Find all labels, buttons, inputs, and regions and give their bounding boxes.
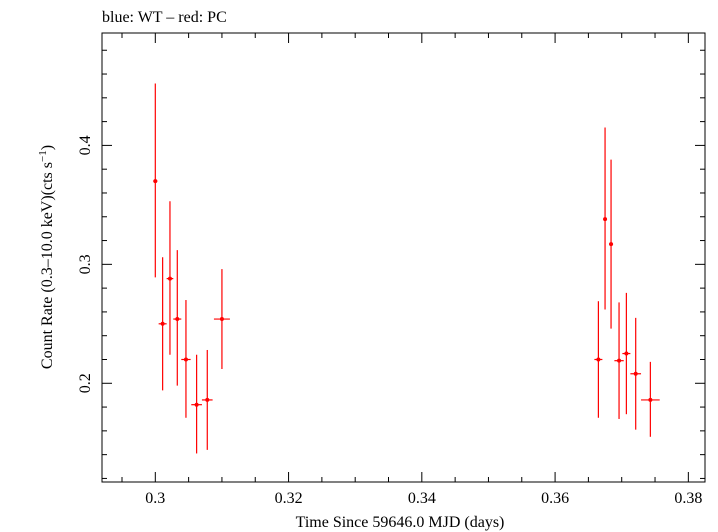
x-tick-label: 0.38 (674, 490, 702, 507)
point-marker (183, 357, 188, 362)
x-axis-label: Time Since 59646.0 MJD (days) (296, 514, 505, 531)
axis-tick-labels: 0.3 0.32 0.34 0.36 0.38 0.2 0.3 0.4 (77, 135, 702, 507)
data-point (622, 292, 631, 415)
data-point (201, 349, 213, 450)
data-point (603, 127, 608, 310)
axis-ticks (102, 33, 705, 482)
data-point (609, 159, 614, 329)
data-point (630, 317, 642, 430)
y-axis-label: Count Rate (0.3–10.0 keV)(cts s−1) (37, 145, 56, 369)
point-marker (219, 317, 224, 322)
y-axis-label-main: Count Rate (0.3–10.0 keV)(cts s (39, 162, 56, 369)
data-points (153, 83, 660, 454)
data-point (166, 201, 174, 355)
point-marker (624, 351, 629, 356)
point-marker (633, 371, 638, 376)
data-point (158, 257, 167, 391)
data-point (191, 354, 202, 454)
x-tick-label: 0.34 (408, 490, 436, 507)
y-tick-label: 0.2 (77, 373, 94, 393)
x-tick-label: 0.32 (275, 490, 303, 507)
data-point (173, 250, 182, 386)
point-marker (648, 397, 653, 402)
point-marker (596, 357, 601, 362)
x-tick-label: 0.3 (145, 490, 165, 507)
chart-title: blue: WT – red: PC (102, 9, 227, 26)
point-marker (194, 402, 199, 407)
point-marker (205, 397, 210, 402)
point-marker (160, 321, 165, 326)
data-point (213, 269, 230, 370)
data-point (614, 302, 624, 419)
y-axis-label-sup: −1 (37, 150, 49, 162)
data-point (181, 300, 191, 418)
point-marker (153, 179, 158, 184)
y-tick-label: 0.4 (77, 135, 94, 155)
y-tick-label: 0.3 (77, 254, 94, 274)
data-point (153, 83, 158, 278)
point-marker (609, 242, 614, 247)
point-marker (167, 276, 172, 281)
data-point (594, 301, 603, 418)
data-point (641, 361, 660, 437)
plot-frame (101, 32, 706, 483)
point-marker (617, 358, 622, 363)
x-tick-label: 0.36 (541, 490, 569, 507)
point-marker (175, 317, 180, 322)
y-axis-label-end: ) (39, 145, 56, 150)
point-marker (603, 217, 608, 222)
